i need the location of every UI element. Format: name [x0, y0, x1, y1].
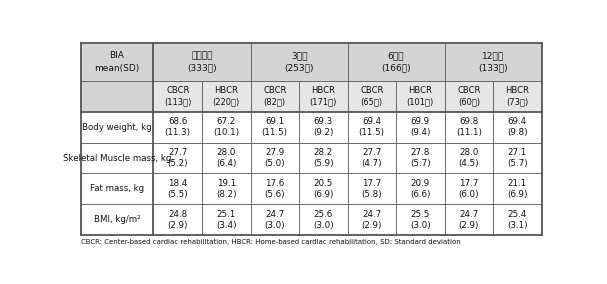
Text: 27.7
(4.7): 27.7 (4.7)	[362, 148, 382, 168]
Text: 69.3
(9.2): 69.3 (9.2)	[313, 117, 333, 137]
Bar	[81, 81, 154, 112]
Text: 28.0
(6.4): 28.0 (6.4)	[216, 148, 237, 168]
Bar	[81, 204, 541, 235]
Text: BMI, kg/m²: BMI, kg/m²	[93, 215, 140, 224]
Text: Body weight, kg: Body weight, kg	[82, 123, 152, 132]
Text: 25.5
(3.0): 25.5 (3.0)	[410, 210, 431, 230]
Text: 20.9
(6.6): 20.9 (6.6)	[410, 179, 430, 199]
Text: 27.8
(5.7): 27.8 (5.7)	[410, 148, 431, 168]
Bar	[81, 112, 541, 143]
Text: 6개월
(166명): 6개월 (166명)	[381, 51, 411, 73]
Text: 20.5
(6.9): 20.5 (6.9)	[313, 179, 333, 199]
Text: CBCR
(82명): CBCR (82명)	[263, 86, 287, 107]
Text: 28.2
(5.9): 28.2 (5.9)	[313, 148, 334, 168]
Text: 24.7
(3.0): 24.7 (3.0)	[265, 210, 285, 230]
Text: CBCR
(65명): CBCR (65명)	[360, 86, 384, 107]
Text: 18.4
(5.5): 18.4 (5.5)	[168, 179, 188, 199]
Bar	[81, 43, 541, 81]
Text: 68.6
(11.3): 68.6 (11.3)	[164, 117, 191, 137]
Text: HBCR
(171명): HBCR (171명)	[310, 86, 337, 107]
Text: 24.8
(2.9): 24.8 (2.9)	[168, 210, 188, 230]
Text: 69.8
(11.1): 69.8 (11.1)	[456, 117, 482, 137]
Text: 27.9
(5.0): 27.9 (5.0)	[265, 148, 285, 168]
Text: 69.9
(9.4): 69.9 (9.4)	[410, 117, 430, 137]
Text: 최초평가
(333명): 최초평가 (333명)	[187, 51, 217, 73]
Text: 67.2
(10.1): 67.2 (10.1)	[213, 117, 239, 137]
Text: 27.7
(5.2): 27.7 (5.2)	[168, 148, 188, 168]
Text: 17.7
(5.8): 17.7 (5.8)	[361, 179, 382, 199]
Bar	[81, 143, 541, 174]
Text: 25.4
(3.1): 25.4 (3.1)	[507, 210, 527, 230]
Text: 21.1
(6.9): 21.1 (6.9)	[507, 179, 527, 199]
Text: 24.7
(2.9): 24.7 (2.9)	[458, 210, 479, 230]
Text: Fat mass, kg: Fat mass, kg	[90, 184, 144, 193]
Text: Skeletal Muscle mass, kg: Skeletal Muscle mass, kg	[63, 154, 171, 162]
Text: 69.4
(11.5): 69.4 (11.5)	[359, 117, 385, 137]
Text: 27.1
(5.7): 27.1 (5.7)	[507, 148, 527, 168]
Text: 19.1
(8.2): 19.1 (8.2)	[216, 179, 237, 199]
Text: 25.6
(3.0): 25.6 (3.0)	[313, 210, 334, 230]
Text: 69.1
(11.5): 69.1 (11.5)	[262, 117, 288, 137]
Text: CBCR
(113명): CBCR (113명)	[164, 86, 191, 107]
Text: 24.7
(2.9): 24.7 (2.9)	[362, 210, 382, 230]
Text: CBCR: Center-based cardiac rehabilitation, HBCR: Home-based cardiac rehabilitati: CBCR: Center-based cardiac rehabilitatio…	[81, 239, 460, 245]
Text: 25.1
(3.4): 25.1 (3.4)	[216, 210, 237, 230]
Text: CBCR
(60명): CBCR (60명)	[457, 86, 481, 107]
Text: 17.7
(6.0): 17.7 (6.0)	[458, 179, 479, 199]
Text: 12개월
(133명): 12개월 (133명)	[478, 51, 508, 73]
Bar	[81, 174, 541, 204]
Bar	[154, 81, 541, 112]
Text: 3개월
(253명): 3개월 (253명)	[284, 51, 314, 73]
Text: 28.0
(4.5): 28.0 (4.5)	[458, 148, 479, 168]
Text: HBCR
(220명): HBCR (220명)	[212, 86, 240, 107]
Text: 17.6
(5.6): 17.6 (5.6)	[265, 179, 285, 199]
Text: HBCR
(101명): HBCR (101명)	[407, 86, 434, 107]
Text: 69.4
(9.8): 69.4 (9.8)	[507, 117, 527, 137]
Text: BIA
mean(SD): BIA mean(SD)	[95, 51, 140, 73]
Text: HBCR
(73명): HBCR (73명)	[506, 86, 529, 107]
